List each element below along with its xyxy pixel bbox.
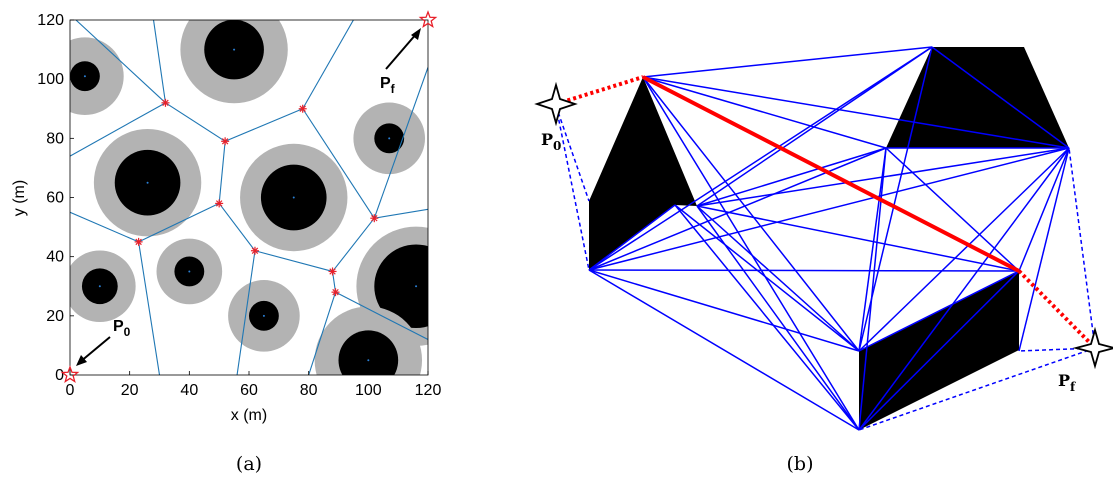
goal-star-icon [1072, 326, 1113, 370]
panel-b-visibility-graph: P0 Pf (b) [534, 46, 1113, 475]
obstacle-center-9 [367, 359, 370, 362]
dashed-edges [555, 105, 1096, 431]
goal-arrow [385, 28, 421, 70]
obstacle-center-4 [292, 196, 295, 199]
panel-a-voronoi-plot: 0 20 40 60 80 100 120 0 20 40 60 80 100 120 x (m) y (… [11, 10, 442, 475]
voronoi-vertex-7 [328, 267, 337, 276]
obstacle-center-5 [98, 285, 101, 288]
voronoi-vertex-4 [370, 214, 379, 223]
goal-star-icon-a [418, 10, 438, 28]
shortest-path [555, 75, 1097, 350]
voronoi-edge-1 [152, 20, 167, 103]
voronoi-edge-6 [218, 141, 226, 204]
y-tick-label-3: 60 [46, 190, 64, 207]
voronoi-edge-10 [218, 203, 256, 252]
vertex-stroke [221, 138, 229, 145]
goal-label-main: P [380, 75, 391, 92]
x-axis-label: x (m) [231, 407, 267, 424]
start-star-icon [534, 81, 578, 127]
voronoi-vertex-2 [221, 137, 230, 146]
start-label-sub: 0 [124, 325, 131, 339]
obstacle-center-1 [233, 48, 236, 51]
y-axis-label: y (m) [11, 180, 28, 216]
voronoi-edge-9 [138, 241, 161, 375]
voronoi-vertex-6 [250, 246, 259, 255]
y-tick-label-1: 20 [46, 308, 64, 325]
y-tick-label-6: 120 [37, 12, 64, 29]
x-tick-label-0: 0 [66, 382, 75, 399]
vertex-stroke [332, 288, 339, 296]
vertex-stroke [135, 238, 142, 246]
voronoi-edge-2 [165, 102, 226, 142]
vertex-stroke [251, 247, 259, 254]
voronoi-edge-0 [70, 102, 166, 157]
voronoi-edge-18 [75, 20, 166, 104]
obstacle-left [589, 77, 697, 270]
start-label-main: P [113, 318, 124, 335]
voronoi-edge-14 [374, 208, 428, 219]
voronoi-edge-7 [138, 202, 220, 243]
vertex-stroke [329, 268, 336, 275]
start-arrow [76, 336, 111, 366]
x-tick-label-6: 120 [415, 382, 442, 399]
obstacle-center-3 [146, 181, 149, 184]
voronoi-edge-5 [302, 108, 375, 219]
start-label-b-main: P [541, 130, 553, 149]
goal-label-b-sub: f [1070, 380, 1076, 394]
voronoi-edge-19 [373, 67, 428, 219]
voronoi-edge-3 [224, 108, 303, 142]
x-tick-label-1: 20 [121, 382, 139, 399]
vertex-stroke [215, 200, 223, 207]
y-tick-label-4: 80 [46, 130, 64, 147]
obstacle-center-8 [415, 285, 418, 288]
vertex-stroke [371, 214, 378, 222]
voronoi-edge-11 [254, 250, 333, 272]
voronoi-vertex-8 [331, 288, 340, 297]
vertex-stroke [162, 99, 169, 107]
voronoi-edge-13 [332, 217, 375, 272]
y-tick-label-5: 100 [37, 71, 64, 88]
start-label-b-sub: 0 [553, 139, 561, 153]
voronoi-vertex-3 [215, 199, 224, 208]
voronoi-edge-12 [236, 250, 256, 375]
start-star-icon-a [60, 365, 80, 383]
goal-label-sub: f [391, 82, 396, 96]
voronoi-vertex-5 [134, 237, 143, 246]
voronoi-edge-8 [70, 211, 139, 243]
x-tick-label-3: 60 [240, 382, 258, 399]
vertex-stroke [299, 105, 306, 112]
voronoi-edge-17 [308, 291, 337, 375]
x-tick-label-5: 100 [355, 382, 382, 399]
goal-point-label-b: Pf [1058, 371, 1076, 394]
obstacle-center-7 [262, 314, 265, 317]
start-point-label-a: P0 [113, 318, 131, 339]
obstacle-top-right [886, 47, 1069, 148]
voronoi-vertex-1 [298, 104, 307, 113]
x-tick-label-4: 80 [300, 382, 318, 399]
caption-b: (b) [787, 453, 814, 475]
obstacle-center-0 [83, 75, 86, 78]
voronoi-vertex-0 [161, 98, 170, 107]
goal-point-label-a: Pf [380, 75, 396, 96]
voronoi-edge-16 [335, 291, 428, 340]
obstacle-core-8 [374, 244, 428, 329]
obstacle-core-9 [338, 330, 399, 375]
start-point-label-b: P0 [541, 130, 561, 153]
obstacle-center-6 [188, 270, 191, 273]
y-tick-label-0: 0 [55, 367, 64, 384]
goal-label-b-main: P [1058, 371, 1070, 390]
y-tick-label-2: 40 [46, 249, 64, 266]
x-tick-label-2: 40 [180, 382, 198, 399]
obstacle-center-2 [388, 137, 391, 140]
voronoi-edge-4 [302, 20, 354, 110]
caption-a: (a) [236, 453, 262, 475]
